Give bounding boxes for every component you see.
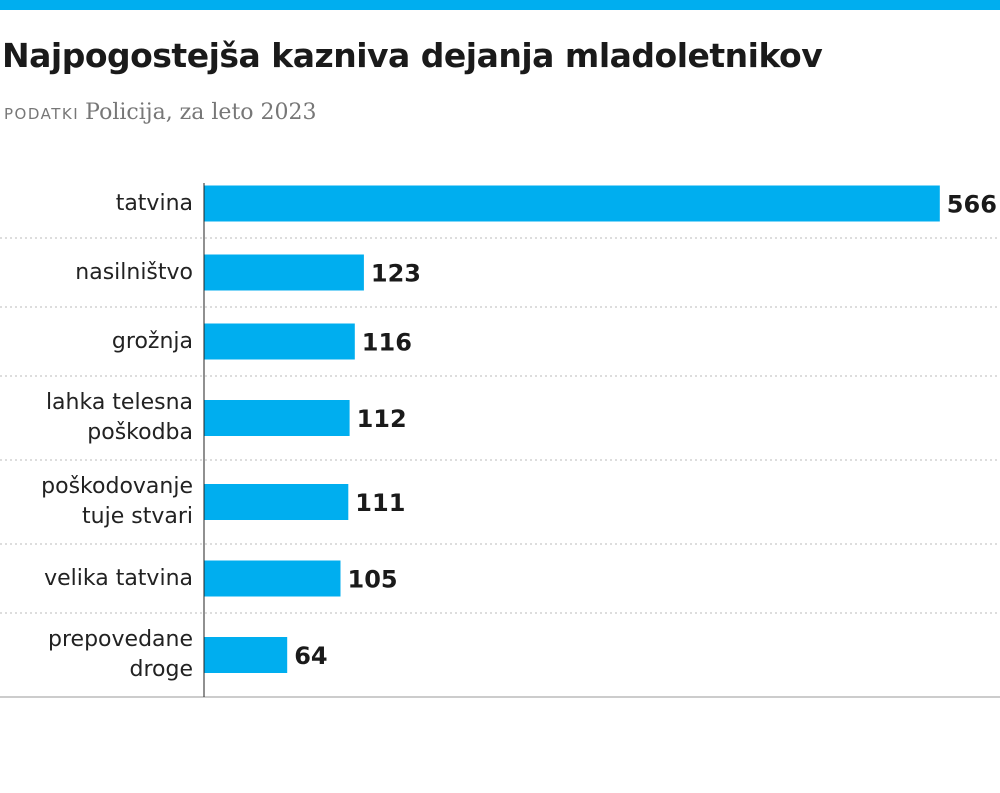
top-bar: [0, 0, 1000, 10]
category-label: tatvina: [115, 190, 193, 216]
category-label: prepovedane droge: [48, 627, 193, 682]
bar: [204, 254, 364, 291]
bar: [204, 560, 341, 597]
value-label: 116: [362, 329, 412, 357]
category-label: lahka telesna poškodba: [45, 390, 193, 445]
bar: [204, 484, 349, 520]
subtitle: PODATKI Policija, za leto 2023: [4, 100, 317, 125]
source: Policija, za leto 2023: [85, 100, 317, 125]
value-label: 111: [355, 489, 405, 517]
bar: [204, 185, 940, 222]
value-label: 566: [947, 191, 997, 219]
category-label: velika tatvina: [44, 565, 193, 591]
value-label: 123: [371, 260, 421, 288]
bar: [204, 400, 350, 436]
category-label: poškodovanje tuje stvari: [41, 474, 193, 529]
chart-title: Najpogostejša kazniva dejanja mladoletni…: [2, 36, 823, 75]
value-label: 112: [357, 405, 407, 433]
value-label: 64: [294, 642, 327, 670]
source-label: PODATKI: [4, 105, 80, 123]
bar: [204, 637, 288, 673]
value-label: 105: [348, 566, 398, 594]
bar: [204, 323, 355, 360]
category-label: grožnja: [111, 328, 193, 354]
category-label: nasilništvo: [75, 259, 193, 285]
